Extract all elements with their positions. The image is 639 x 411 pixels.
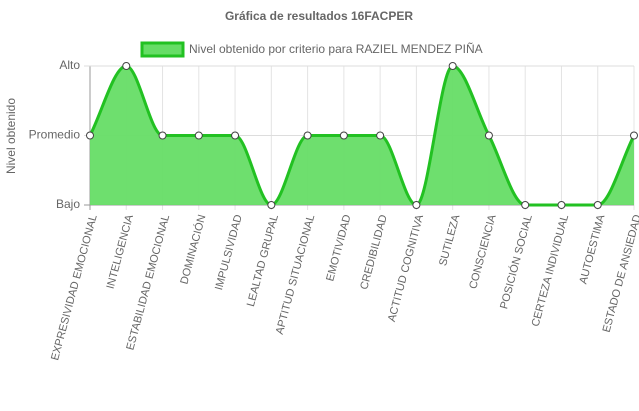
x-tick-label: APTITUD SITUACIONAL xyxy=(274,213,318,335)
x-tick-label: EMOTIVIDAD xyxy=(324,213,353,282)
point xyxy=(484,131,493,140)
point xyxy=(122,62,131,70)
point xyxy=(339,131,348,140)
x-tick-label: EXPRESIVIDAD EMOCIONAL xyxy=(49,213,100,361)
point xyxy=(231,131,240,140)
y-tick-label: Alto xyxy=(59,58,80,72)
x-tick-label: ACTITUD COGNITIVA xyxy=(386,213,426,323)
y-tick-label: Bajo xyxy=(56,197,80,211)
point xyxy=(303,131,312,140)
legend-swatch xyxy=(140,41,185,58)
chart-title: Gráfica de resultados 16FACPER xyxy=(225,9,413,23)
x-tick-label: SUTILEZA xyxy=(437,213,462,268)
legend-label: Nivel obtenido por criterio para RAZIEL … xyxy=(189,42,483,56)
x-tick-label: INTELIGENCIA xyxy=(105,213,137,291)
x-tick-label: CERTEZA INDIVIDUAL xyxy=(530,213,571,328)
x-tick-label: CREDIBILIDAD xyxy=(358,213,390,291)
x-tick-label: AUTOESTIMA xyxy=(577,213,607,286)
point xyxy=(557,201,566,209)
y-axis-title: Nivel obtenido xyxy=(4,98,18,174)
x-tick-label: LEALTAD GRUPAL xyxy=(245,213,281,308)
point xyxy=(158,131,167,140)
line xyxy=(88,64,636,207)
point xyxy=(630,131,638,140)
point xyxy=(376,131,385,140)
x-tick-label: ESTABILIDAD EMOCIONAL xyxy=(124,213,172,351)
x-tick-label: CONSCIENCIA xyxy=(467,213,499,291)
point xyxy=(593,201,602,209)
point xyxy=(412,201,421,209)
point xyxy=(86,131,94,140)
x-tick-label: IMPULSIVIDAD xyxy=(213,213,245,291)
x-tick-label: DOMINACIÓN xyxy=(177,213,208,285)
point xyxy=(521,201,530,209)
point xyxy=(267,201,276,209)
x-tick-label: ESTADO DE ANSIEDAD xyxy=(601,213,639,333)
point xyxy=(194,131,203,140)
point xyxy=(448,62,457,70)
x-tick-label: POSICIÓN SOCIAL xyxy=(497,213,535,310)
y-tick-label: Promedio xyxy=(29,128,81,142)
